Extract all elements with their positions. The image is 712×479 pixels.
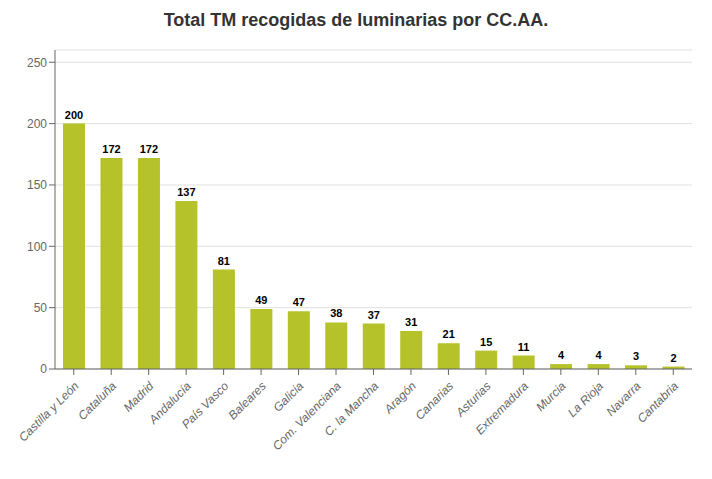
- svg-text:49: 49: [255, 294, 267, 306]
- svg-text:172: 172: [140, 143, 158, 155]
- svg-text:37: 37: [368, 309, 380, 321]
- svg-text:11: 11: [518, 341, 530, 353]
- svg-text:0: 0: [40, 362, 47, 376]
- svg-text:47: 47: [293, 296, 305, 308]
- svg-text:200: 200: [65, 109, 83, 121]
- svg-text:Extremadura: Extremadura: [473, 379, 532, 438]
- svg-text:Castilla y León: Castilla y León: [16, 379, 82, 445]
- svg-text:Madrid: Madrid: [121, 379, 157, 415]
- svg-text:172: 172: [102, 143, 120, 155]
- svg-text:38: 38: [330, 307, 342, 319]
- svg-text:137: 137: [177, 186, 195, 198]
- svg-text:31: 31: [405, 316, 417, 328]
- svg-text:Navarra: Navarra: [603, 378, 644, 419]
- svg-text:Aragón: Aragón: [381, 378, 419, 417]
- svg-text:Cataluña: Cataluña: [75, 379, 119, 423]
- svg-text:Canarias: Canarias: [412, 379, 456, 423]
- svg-text:Galicia: Galicia: [270, 379, 306, 415]
- svg-text:81: 81: [218, 255, 230, 267]
- svg-text:Baleares: Baleares: [225, 379, 268, 422]
- svg-text:2: 2: [670, 352, 676, 364]
- svg-text:4: 4: [558, 349, 565, 361]
- svg-text:Cantabria: Cantabria: [634, 379, 681, 426]
- svg-text:50: 50: [34, 301, 48, 315]
- svg-text:150: 150: [27, 178, 47, 192]
- svg-text:País Vasco: País Vasco: [179, 379, 232, 432]
- svg-text:Com. Valenciana: Com. Valenciana: [270, 379, 344, 453]
- svg-text:Murcia: Murcia: [533, 379, 569, 415]
- svg-text:Andalucía: Andalucía: [146, 378, 194, 427]
- svg-text:21: 21: [443, 328, 455, 340]
- svg-text:100: 100: [27, 240, 47, 254]
- svg-text:C. la Mancha: C. la Mancha: [321, 379, 381, 439]
- html-text:Total TM recogidas de luminari: Total TM recogidas de luminarias por CC.…: [163, 10, 549, 30]
- svg-text:15: 15: [480, 336, 492, 348]
- svg-text:La Rioja: La Rioja: [565, 379, 606, 420]
- svg-text:250: 250: [27, 56, 47, 70]
- svg-text:4: 4: [596, 349, 603, 361]
- svg-text:200: 200: [27, 117, 47, 131]
- svg-text:3: 3: [633, 350, 639, 362]
- svg-text:Asturias: Asturias: [453, 378, 494, 420]
